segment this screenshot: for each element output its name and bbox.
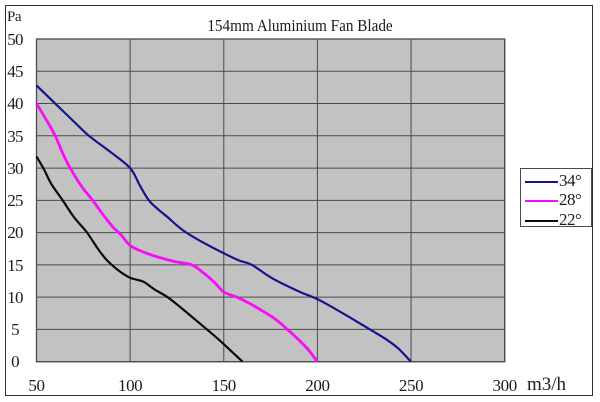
y-axis-unit-label: Pa [7,9,22,25]
y-tick-label: 10 [7,287,23,307]
x-tick-label: 50 [28,376,45,395]
x-tick-label: 300 [492,376,518,395]
chart-frame [5,5,593,396]
legend-label: 22° [559,210,582,230]
series-curve-28° [35,102,319,363]
legend-label: 34° [559,171,582,190]
legend: 34° 28° 22° [520,168,592,230]
x-tick-label: 250 [398,376,424,395]
x-tick-label: 100 [117,376,143,395]
chart-title: 154mm Aluminium Fan Blade [207,16,393,35]
y-tick-label: 5 [11,320,20,340]
series-curve-34° [35,84,412,363]
y-tick-label: 25 [7,191,23,211]
legend-line-sample [525,219,558,223]
y-tick-label: 40 [7,94,23,114]
y-tick-label: 45 [7,61,23,81]
series-curve-22° [35,155,244,363]
y-tick-label: 0 [11,352,20,372]
y-tick-label: 50 [7,29,23,49]
y-tick-label: 20 [7,223,23,243]
x-axis-unit-label: m3/h [527,374,567,395]
legend-line-sample [525,180,558,184]
plot-border [35,38,506,363]
y-tick-label: 35 [7,126,23,146]
y-tick-label: 15 [7,255,23,275]
legend-label: 28° [559,190,582,210]
x-tick-label: 200 [305,376,330,395]
legend-line-sample [525,199,558,203]
y-tick-label: 30 [7,158,23,178]
x-tick-label: 150 [211,376,237,395]
